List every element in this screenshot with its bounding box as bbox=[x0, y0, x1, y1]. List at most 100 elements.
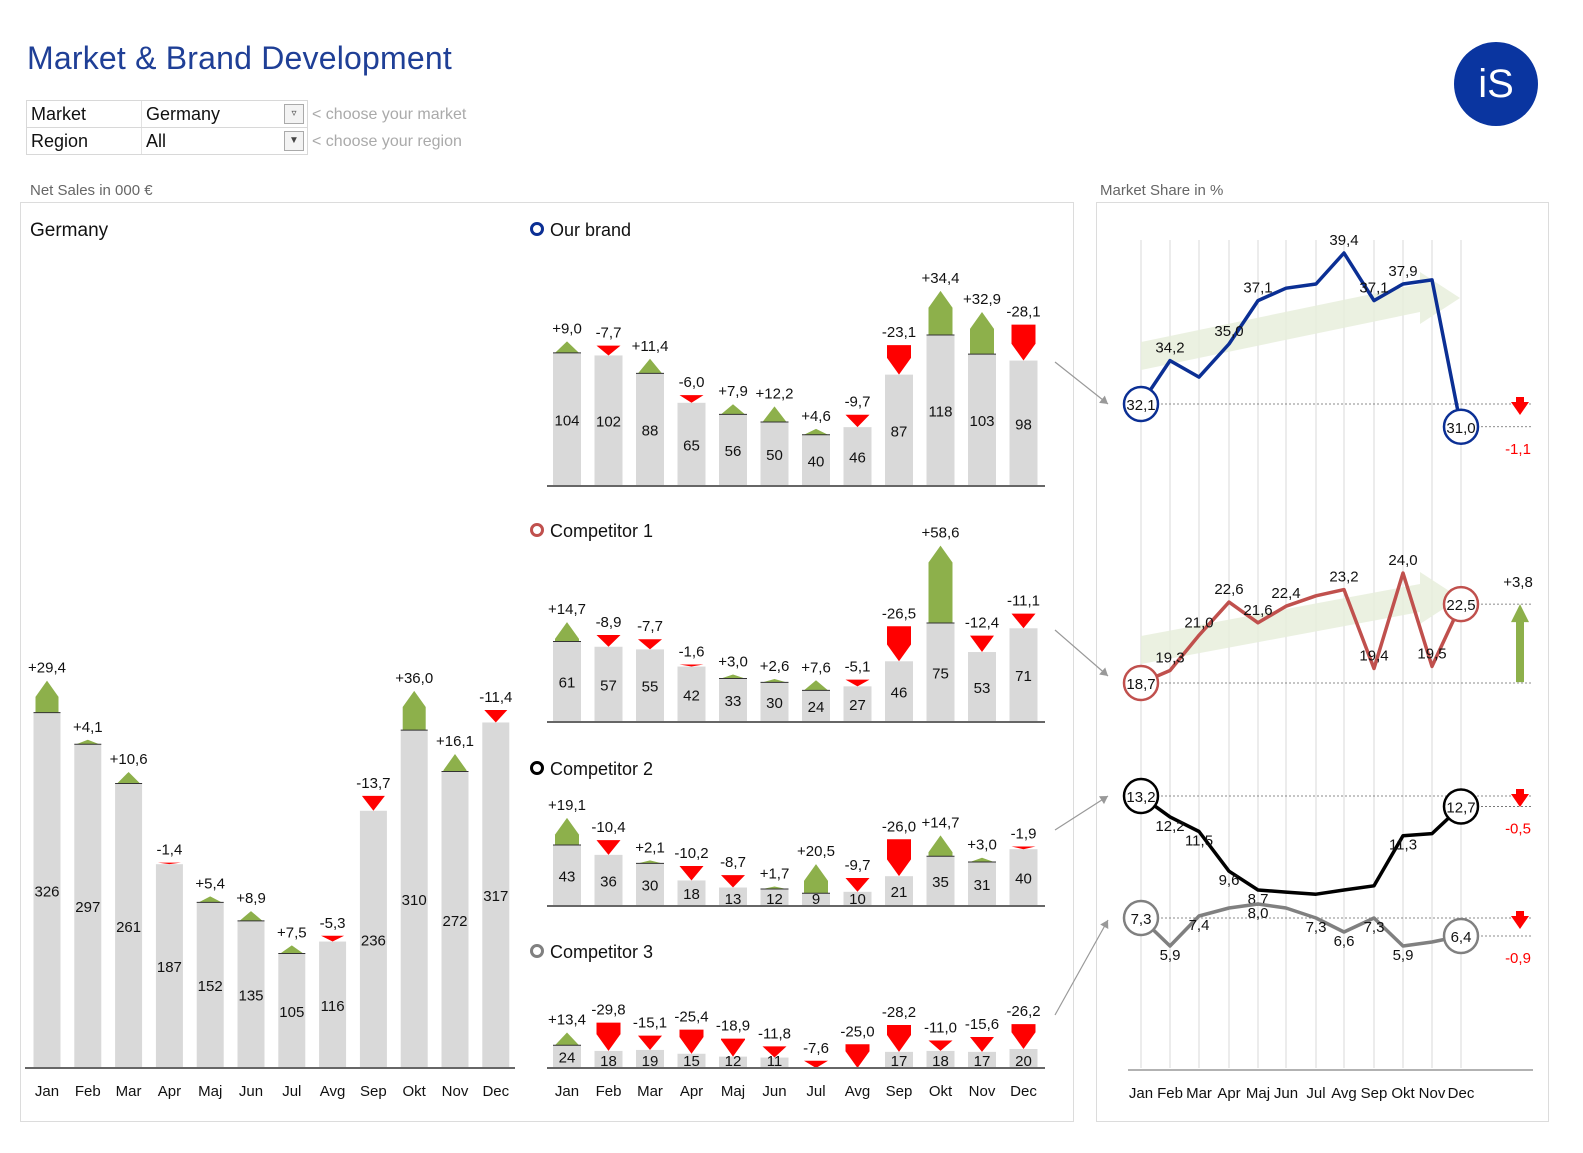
bar bbox=[802, 434, 830, 486]
delta-label: -7,7 bbox=[637, 618, 663, 635]
value-label: 27 bbox=[849, 697, 866, 714]
category-label: Sep bbox=[1361, 1085, 1388, 1102]
value-label: 13 bbox=[725, 891, 742, 908]
delta-label: -10,4 bbox=[591, 819, 625, 836]
value-label: 102 bbox=[596, 414, 621, 431]
variance-down-arrow bbox=[679, 395, 704, 403]
legend-marker-icon bbox=[530, 944, 544, 958]
delta-label: -5,3 bbox=[320, 915, 346, 932]
delta-label: +58,6 bbox=[922, 525, 960, 542]
dropdown-arrow-icon[interactable]: ▼ bbox=[284, 131, 304, 151]
value-label: 20 bbox=[1015, 1053, 1032, 1070]
endpoint-label: 13,2 bbox=[1126, 789, 1155, 806]
value-label: 15 bbox=[683, 1053, 700, 1070]
variance-down-arrow bbox=[887, 626, 911, 662]
bar bbox=[719, 887, 747, 906]
value-label: 98 bbox=[1015, 416, 1032, 433]
point-label: 24,0 bbox=[1388, 552, 1417, 569]
delta-label: +11,4 bbox=[632, 338, 669, 355]
point-label: 35,0 bbox=[1214, 323, 1243, 340]
value-label: 42 bbox=[683, 687, 700, 704]
point-label: 39,4 bbox=[1329, 232, 1358, 249]
market-filter-label: Market bbox=[31, 104, 87, 124]
variance-down-arrow bbox=[157, 862, 181, 865]
value-label: 56 bbox=[725, 443, 742, 460]
bar bbox=[482, 722, 510, 1068]
value-label: 88 bbox=[642, 423, 659, 440]
bar bbox=[802, 893, 830, 906]
category-label: Jul bbox=[282, 1083, 301, 1100]
connector-arrow-icon bbox=[1099, 395, 1108, 404]
filter-dropdown-icon[interactable]: ▿ bbox=[284, 104, 304, 124]
point-label: 37,9 bbox=[1388, 263, 1417, 280]
series-title: Competitor 3 bbox=[550, 942, 653, 962]
variance-down-arrow bbox=[321, 935, 345, 942]
value-label: 118 bbox=[929, 403, 953, 420]
delta-label: +7,6 bbox=[801, 659, 831, 676]
variance-up-arrow bbox=[970, 857, 994, 862]
point-label: 11,3 bbox=[1389, 837, 1417, 854]
variance-up-arrow bbox=[762, 678, 787, 683]
category-label: Jul bbox=[806, 1083, 825, 1100]
point-label: 19,3 bbox=[1155, 650, 1184, 667]
category-label: Nov bbox=[442, 1083, 469, 1100]
value-label: 10 bbox=[849, 891, 866, 908]
change-down-arrow-icon bbox=[1511, 911, 1529, 929]
delta-label: -28,2 bbox=[882, 1004, 916, 1021]
delta-label: -1,6 bbox=[679, 643, 705, 660]
chart-title: Germany bbox=[30, 220, 109, 241]
point-label: 9,6 bbox=[1219, 872, 1240, 889]
variance-up-arrow bbox=[762, 886, 787, 889]
value-label: 35 bbox=[932, 874, 949, 891]
category-label: Jan bbox=[1129, 1085, 1153, 1102]
region-filter[interactable]: Region All ▼ bbox=[26, 127, 308, 155]
category-label: Mar bbox=[1186, 1085, 1212, 1102]
category-label: Feb bbox=[1157, 1085, 1183, 1102]
bar bbox=[677, 666, 706, 722]
legend-marker-icon bbox=[530, 523, 544, 537]
bar bbox=[760, 682, 789, 722]
variance-up-arrow bbox=[443, 753, 467, 772]
variance-up-arrow bbox=[239, 911, 263, 921]
connector-line bbox=[1054, 795, 1109, 831]
delta-label: -12,4 bbox=[965, 615, 999, 632]
bar bbox=[278, 953, 306, 1068]
market-filter-value[interactable]: Germany bbox=[146, 104, 221, 124]
bar bbox=[926, 623, 955, 722]
market-hint: < choose your market bbox=[312, 106, 467, 123]
variance-down-arrow bbox=[887, 1025, 911, 1052]
value-label: 30 bbox=[642, 878, 659, 895]
trend-arrow-icon bbox=[1141, 572, 1460, 664]
value-label: 18 bbox=[600, 1053, 617, 1070]
variance-up-arrow bbox=[35, 680, 59, 713]
value-label: 61 bbox=[559, 675, 576, 692]
region-filter-value[interactable]: All bbox=[146, 131, 167, 151]
delta-label: -5,1 bbox=[845, 659, 871, 676]
variance-down-arrow bbox=[1011, 846, 1036, 850]
category-label: Mar bbox=[116, 1083, 142, 1100]
point-label: 5,9 bbox=[1393, 947, 1414, 964]
variance-up-arrow bbox=[804, 428, 828, 435]
bar bbox=[677, 1053, 706, 1068]
bar bbox=[926, 334, 955, 486]
endpoint-label: 12,7 bbox=[1446, 799, 1475, 816]
bar bbox=[594, 1050, 623, 1068]
value-label: 19 bbox=[642, 1053, 659, 1070]
delta-label: -26,0 bbox=[882, 818, 916, 835]
bar bbox=[843, 686, 872, 722]
variance-down-arrow bbox=[1011, 1024, 1036, 1049]
bar bbox=[74, 744, 102, 1068]
bar bbox=[719, 1056, 747, 1068]
delta-label: -1,9 bbox=[1011, 826, 1037, 843]
variance-down-arrow bbox=[1011, 613, 1036, 629]
connector-arrow-icon bbox=[1100, 920, 1109, 929]
delta-label: -9,7 bbox=[845, 857, 871, 874]
delta-label: -28,1 bbox=[1006, 304, 1040, 321]
point-label: 34,2 bbox=[1155, 340, 1184, 357]
connector-line bbox=[1054, 919, 1109, 1016]
bar bbox=[359, 810, 387, 1068]
value-label: 272 bbox=[442, 913, 467, 930]
category-label: Avg bbox=[1331, 1085, 1357, 1102]
bar bbox=[1009, 1049, 1038, 1068]
endpoint-label: 32,1 bbox=[1126, 397, 1155, 414]
